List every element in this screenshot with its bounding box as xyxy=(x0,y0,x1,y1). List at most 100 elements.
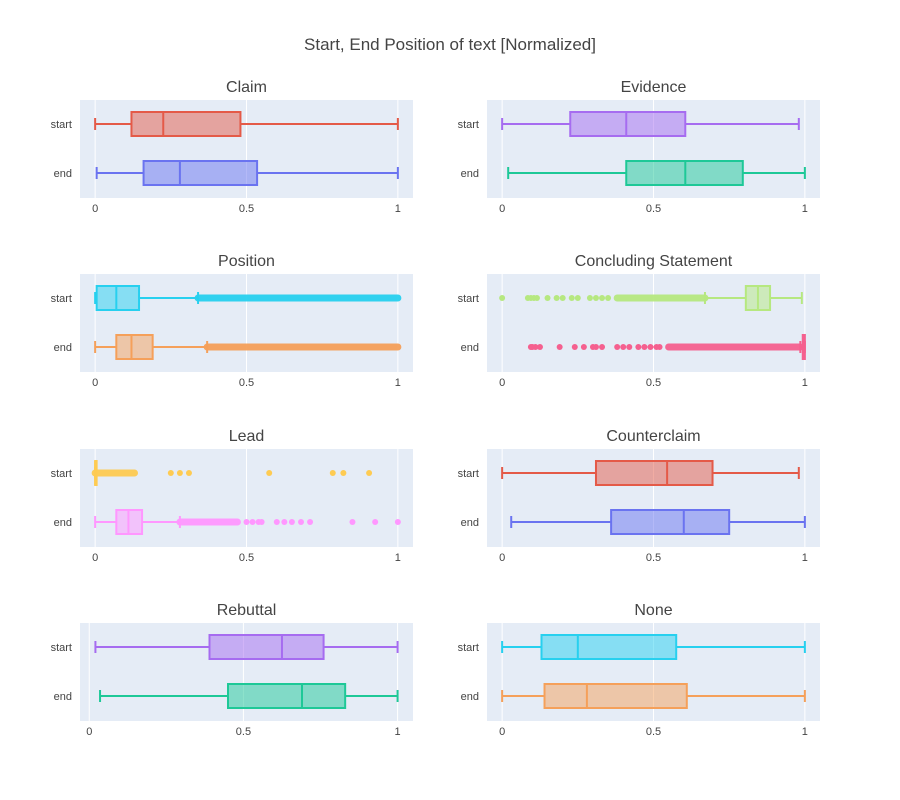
outlier-point xyxy=(329,470,336,476)
x-tick-label: 0 xyxy=(92,552,98,564)
x-tick-label: 0.5 xyxy=(239,552,254,564)
x-tick-label: 0 xyxy=(499,552,505,564)
outlier-point xyxy=(620,344,627,350)
outlier-point xyxy=(626,344,633,350)
box-iqr xyxy=(610,509,731,535)
outlier-point xyxy=(366,470,373,476)
outlier-point xyxy=(167,470,174,476)
box-iqr xyxy=(543,683,688,709)
x-tick-label: 0 xyxy=(86,726,92,738)
outlier-point xyxy=(288,519,295,525)
box-end xyxy=(94,334,402,360)
x-tick-label: 0.5 xyxy=(646,203,661,215)
outlier-point xyxy=(243,519,250,525)
outlier-point xyxy=(568,295,575,301)
box-end xyxy=(99,683,399,709)
panel-lead: Lead 0 0.5 1 start end xyxy=(51,428,413,564)
panel-concluding-statement: Concluding Statement 0 0.5 1 start end xyxy=(458,253,820,389)
y-tick-label: end xyxy=(54,342,72,354)
x-tick-label: 1 xyxy=(395,552,401,564)
figure-title: Start, End Position of text [Normalized] xyxy=(304,35,596,54)
panel-title: Evidence xyxy=(621,79,687,96)
box-iqr xyxy=(540,634,678,660)
panel-title: Lead xyxy=(229,428,265,445)
box-start xyxy=(499,285,803,311)
panel-title: None xyxy=(634,602,672,619)
x-tick-label: 0 xyxy=(499,203,505,215)
outlier-point xyxy=(599,295,606,301)
box-start xyxy=(501,634,806,660)
outlier-point xyxy=(559,295,566,301)
box-start xyxy=(94,634,399,660)
box-end xyxy=(507,160,806,186)
x-tick-label: 1 xyxy=(395,377,401,389)
x-tick-label: 0.5 xyxy=(239,377,254,389)
x-tick-label: 0.5 xyxy=(646,726,661,738)
outlier-point xyxy=(556,344,563,350)
panel-title: Position xyxy=(218,253,275,270)
y-tick-label: end xyxy=(461,168,479,180)
outlier-point xyxy=(536,344,543,350)
y-tick-label: end xyxy=(461,342,479,354)
panel-counterclaim: Counterclaim 0 0.5 1 start end xyxy=(458,428,820,564)
outlier-point xyxy=(533,295,540,301)
outlier-point xyxy=(571,344,578,350)
x-tick-label: 0 xyxy=(499,726,505,738)
outlier-point xyxy=(273,519,280,525)
box-iqr xyxy=(227,683,347,709)
x-tick-label: 0 xyxy=(92,203,98,215)
y-tick-label: end xyxy=(54,517,72,529)
box-end xyxy=(95,160,399,186)
y-tick-label: end xyxy=(54,691,72,703)
panel-position: Position 0 0.5 1 start end xyxy=(51,253,413,389)
box-iqr xyxy=(115,334,154,360)
outlier-point xyxy=(641,344,648,350)
panel-none: None 0 0.5 1 start end xyxy=(458,602,820,738)
box-end xyxy=(510,509,806,535)
x-tick-label: 0.5 xyxy=(239,203,254,215)
outlier-point xyxy=(394,519,401,525)
box-start xyxy=(94,285,402,311)
panel-evidence: Evidence 0 0.5 1 start end xyxy=(458,79,820,215)
outlier-point xyxy=(176,470,183,476)
box-start xyxy=(94,111,399,137)
box-iqr xyxy=(142,160,259,186)
box-start xyxy=(91,460,373,486)
x-tick-label: 1 xyxy=(802,203,808,215)
box-end xyxy=(527,334,806,360)
outlier-point xyxy=(544,295,551,301)
outlier-point xyxy=(372,519,379,525)
outlier-point xyxy=(266,470,273,476)
y-tick-label: start xyxy=(51,642,72,654)
outlier-point xyxy=(553,295,560,301)
outlier-point xyxy=(307,519,314,525)
outlier-point xyxy=(249,519,256,525)
outlier-point xyxy=(532,344,539,350)
box-iqr xyxy=(130,111,242,137)
outlier-point xyxy=(592,295,599,301)
outlier-point xyxy=(647,344,654,350)
box-iqr xyxy=(594,460,714,486)
outlier-point xyxy=(580,344,587,350)
y-tick-label: start xyxy=(458,293,479,305)
outlier-point xyxy=(574,295,581,301)
y-tick-label: start xyxy=(458,468,479,480)
x-tick-label: 0 xyxy=(92,377,98,389)
outlier-point xyxy=(599,344,606,350)
box-iqr xyxy=(569,111,687,137)
box-iqr xyxy=(95,285,141,311)
outlier-point xyxy=(656,344,663,350)
y-tick-label: start xyxy=(51,293,72,305)
outlier-point xyxy=(258,519,265,525)
x-tick-label: 0.5 xyxy=(646,552,661,564)
outlier-point xyxy=(592,344,599,350)
x-tick-label: 1 xyxy=(802,726,808,738)
y-tick-label: end xyxy=(461,691,479,703)
outlier-point xyxy=(281,519,288,525)
x-tick-label: 1 xyxy=(802,552,808,564)
panel-title: Rebuttal xyxy=(217,602,277,619)
outlier-point xyxy=(349,519,356,525)
panel-title: Concluding Statement xyxy=(575,253,733,270)
